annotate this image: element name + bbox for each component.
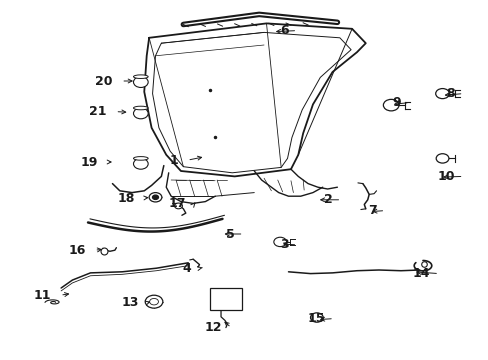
Ellipse shape [133,157,148,160]
Circle shape [145,295,163,308]
Text: 20: 20 [95,75,112,87]
Circle shape [133,158,148,169]
Text: 18: 18 [117,192,134,204]
Circle shape [435,89,448,99]
Circle shape [152,195,158,199]
Ellipse shape [133,75,148,78]
Circle shape [133,108,148,119]
Circle shape [133,77,148,87]
Text: 11: 11 [34,289,51,302]
Circle shape [310,313,323,322]
Bar [210,288,242,310]
Text: 19: 19 [80,156,98,168]
Text: 16: 16 [68,244,85,257]
Text: 17: 17 [168,197,185,210]
Text: 15: 15 [307,312,325,325]
Text: 2: 2 [323,193,332,206]
Text: 8: 8 [445,87,454,100]
Circle shape [149,298,158,305]
Text: 21: 21 [89,105,106,118]
Text: 6: 6 [279,24,288,37]
Text: 9: 9 [391,96,400,109]
Circle shape [273,237,286,247]
Text: 7: 7 [367,204,376,217]
Text: 5: 5 [225,228,234,240]
Text: 4: 4 [182,262,190,275]
Text: 13: 13 [122,296,139,309]
Circle shape [149,193,162,202]
Text: 12: 12 [204,321,222,334]
Circle shape [435,154,448,163]
Text: 10: 10 [436,170,454,183]
Text: 14: 14 [412,267,429,280]
Text: 3: 3 [279,238,288,251]
Circle shape [174,203,182,209]
Circle shape [383,99,398,111]
Ellipse shape [133,106,148,110]
Text: 1: 1 [169,154,178,167]
